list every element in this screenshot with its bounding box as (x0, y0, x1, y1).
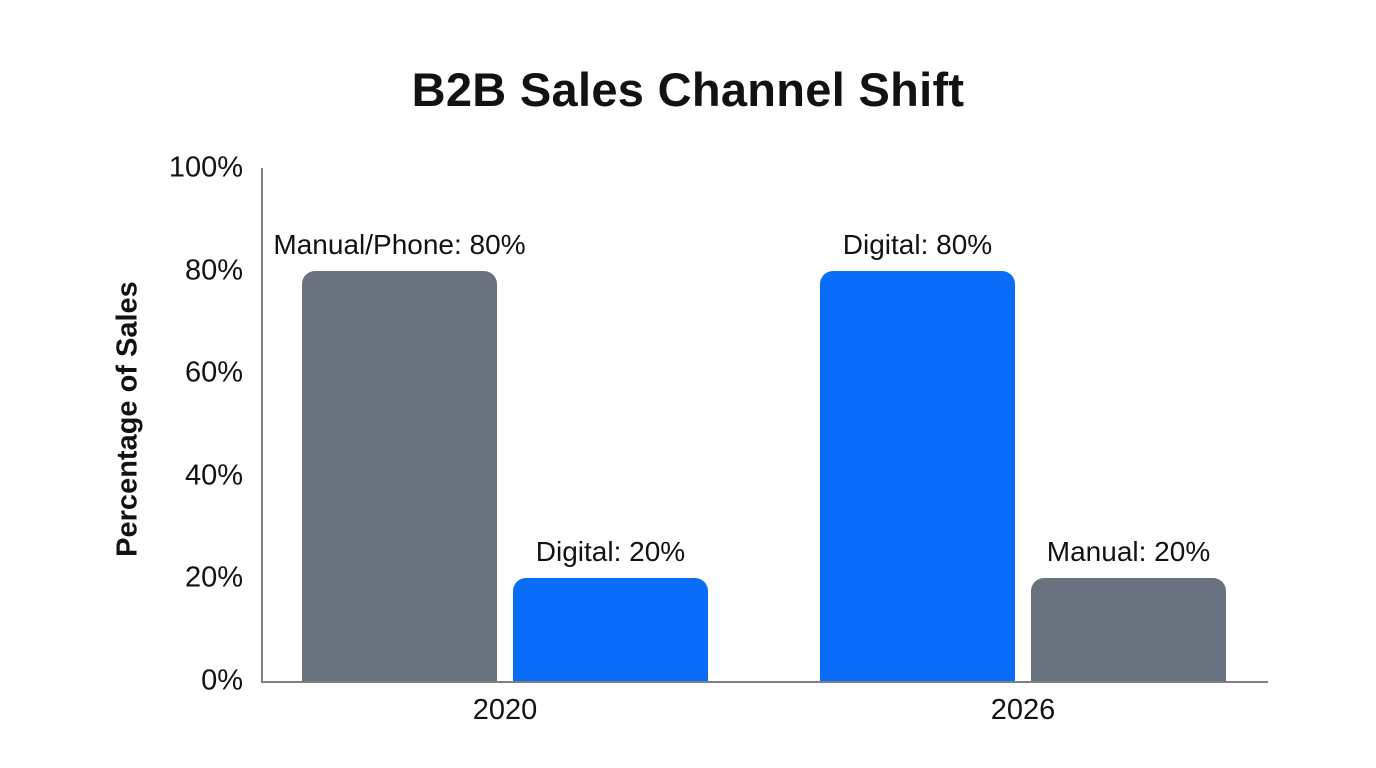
bar-digital-2026 (820, 270, 1015, 681)
bar-manual-2026 (1031, 578, 1226, 681)
y-tick-label: 60% (184, 356, 243, 389)
y-tick-label: 40% (184, 459, 243, 492)
chart-title: B2B Sales Channel Shift (411, 63, 965, 116)
bar-digital-2020 (513, 578, 708, 681)
y-tick-label: 20% (184, 561, 243, 594)
bar-value-label: Digital: 20% (535, 536, 686, 568)
bar-value-label: Digital: 80% (842, 228, 993, 260)
y-tick-label: 0% (201, 664, 243, 697)
bar-manual-phone-2020 (302, 270, 497, 681)
bar-value-label: Manual: 20% (1046, 536, 1211, 568)
bar-value-label: Manual/Phone: 80% (273, 228, 526, 260)
x-category-label: 2020 (472, 694, 538, 726)
x-category-label: 2026 (990, 694, 1056, 726)
y-tick-label: 100% (168, 151, 243, 184)
y-tick-label: 80% (184, 254, 243, 287)
plot-area: Manual/Phone: 80% Digital: 20% Digital: 80… (261, 168, 1268, 683)
y-axis-ticks: 0% 20% 40% 60% 80% 100% (0, 0, 243, 768)
